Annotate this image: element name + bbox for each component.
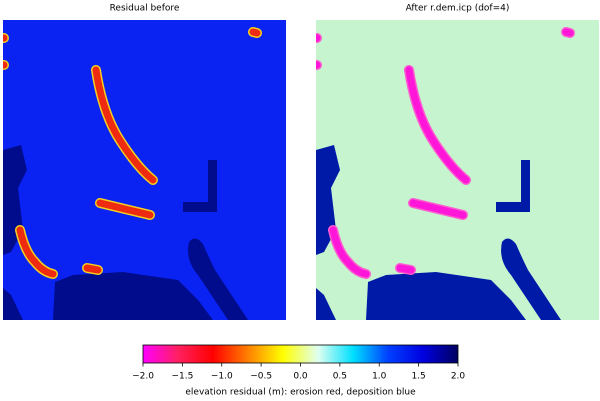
x-tick-label: 1.0 (372, 372, 387, 382)
x-tick-label: 0.5 (333, 372, 347, 382)
panel-title: After r.dem.icp (dof=4) (406, 4, 510, 14)
x-tick-label: 0.0 (293, 372, 308, 382)
colorbar: −2.0 −1.5 −1.0 −0.5 0.0 0.5 1.0 1.5 2.0 elevation… (132, 344, 466, 398)
x-tick-label: −0.5 (250, 372, 272, 382)
x-tick-label: 2.0 (451, 372, 466, 382)
x-tick-label: −1.5 (171, 372, 193, 382)
colorbar-label: elevation residual (m): erosion red, dep… (185, 388, 416, 398)
x-tick-label: −1.0 (211, 372, 233, 382)
raster-panel (316, 20, 599, 320)
raster-panel (3, 20, 286, 320)
colorbar-scale (142, 344, 459, 364)
x-tick-label: 1.5 (411, 372, 425, 382)
panel-title: Residual before (110, 4, 180, 14)
x-tick-label: −2.0 (132, 372, 154, 382)
